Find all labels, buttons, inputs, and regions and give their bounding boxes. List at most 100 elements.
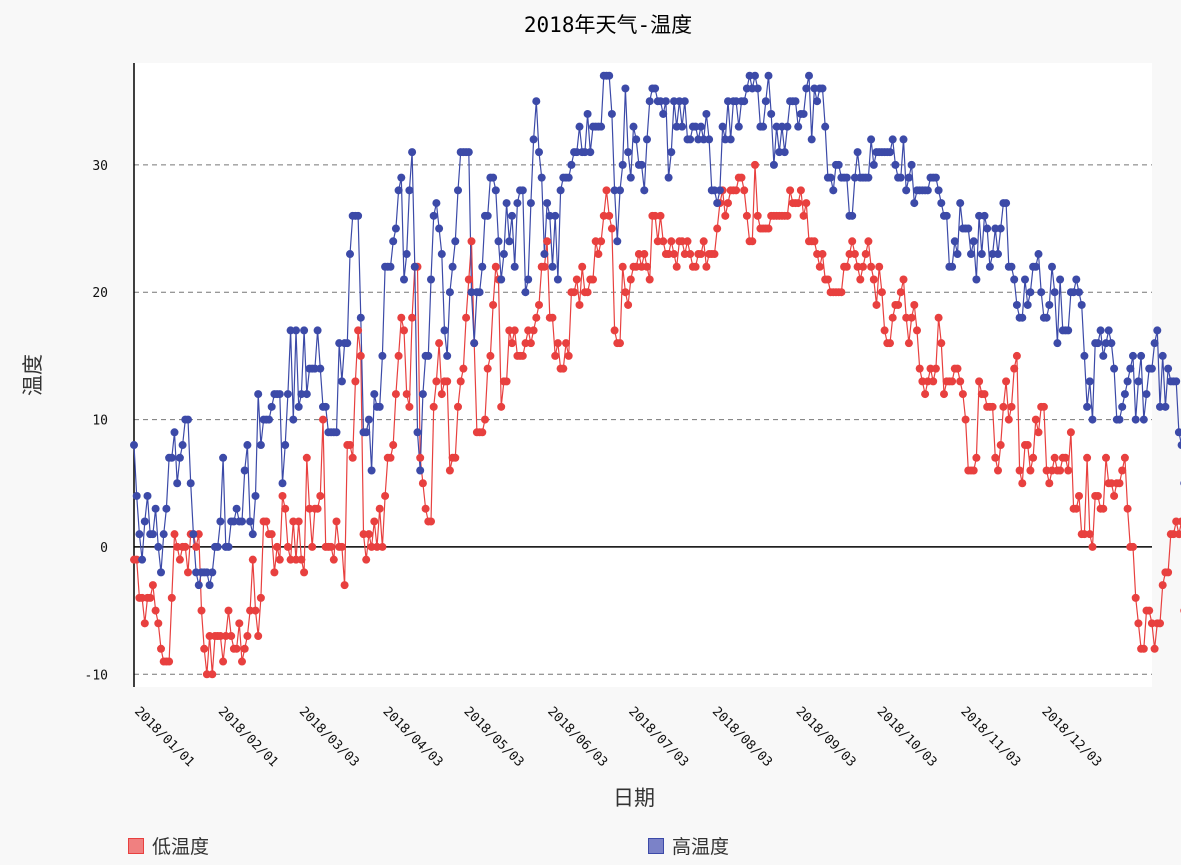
data-point[interactable] bbox=[437, 250, 446, 259]
data-point[interactable] bbox=[937, 339, 946, 348]
data-point[interactable] bbox=[313, 326, 322, 335]
data-point[interactable] bbox=[907, 160, 916, 169]
data-point[interactable] bbox=[313, 504, 322, 513]
data-point[interactable] bbox=[621, 288, 630, 297]
data-point[interactable] bbox=[618, 262, 627, 271]
data-point[interactable] bbox=[1023, 300, 1032, 309]
data-point[interactable] bbox=[378, 351, 387, 360]
data-point[interactable] bbox=[1012, 300, 1021, 309]
data-point[interactable] bbox=[227, 632, 236, 641]
data-point[interactable] bbox=[761, 97, 770, 106]
data-point[interactable] bbox=[356, 351, 365, 360]
data-point[interactable] bbox=[586, 148, 595, 157]
data-point[interactable] bbox=[256, 593, 265, 602]
data-point[interactable] bbox=[154, 619, 163, 628]
data-point[interactable] bbox=[418, 390, 427, 399]
data-point[interactable] bbox=[173, 479, 182, 488]
data-point[interactable] bbox=[753, 211, 762, 220]
data-point[interactable] bbox=[273, 542, 282, 551]
data-point[interactable] bbox=[408, 148, 417, 157]
data-point[interactable] bbox=[281, 441, 290, 450]
data-point[interactable] bbox=[194, 581, 203, 590]
data-point[interactable] bbox=[861, 250, 870, 259]
data-point[interactable] bbox=[1129, 351, 1137, 360]
data-point[interactable] bbox=[356, 313, 365, 322]
data-point[interactable] bbox=[251, 606, 260, 615]
data-point[interactable] bbox=[232, 644, 241, 653]
data-point[interactable] bbox=[443, 351, 452, 360]
data-point[interactable] bbox=[1123, 377, 1132, 386]
data-point[interactable] bbox=[391, 224, 400, 233]
data-point[interactable] bbox=[454, 402, 462, 411]
data-point[interactable] bbox=[526, 199, 535, 208]
data-point[interactable] bbox=[283, 542, 292, 551]
data-point[interactable] bbox=[742, 211, 751, 220]
data-point[interactable] bbox=[343, 339, 352, 348]
data-point[interactable] bbox=[810, 237, 819, 246]
data-point[interactable] bbox=[416, 453, 425, 462]
data-point[interactable] bbox=[1037, 288, 1046, 297]
data-point[interactable] bbox=[1093, 491, 1102, 500]
data-point[interactable] bbox=[513, 199, 522, 208]
data-point[interactable] bbox=[1021, 275, 1029, 284]
data-point[interactable] bbox=[1096, 326, 1105, 335]
data-point[interactable] bbox=[759, 122, 768, 131]
data-point[interactable] bbox=[850, 250, 859, 259]
data-point[interactable] bbox=[958, 390, 967, 399]
data-point[interactable] bbox=[432, 199, 441, 208]
data-point[interactable] bbox=[454, 186, 462, 195]
data-point[interactable] bbox=[232, 504, 241, 513]
data-point[interactable] bbox=[1064, 326, 1073, 335]
data-point[interactable] bbox=[702, 262, 711, 271]
data-point[interactable] bbox=[175, 453, 184, 462]
data-point[interactable] bbox=[224, 542, 233, 551]
data-point[interactable] bbox=[364, 415, 373, 424]
data-point[interactable] bbox=[1131, 593, 1140, 602]
data-point[interactable] bbox=[1088, 542, 1097, 551]
data-point[interactable] bbox=[1072, 275, 1081, 284]
data-point[interactable] bbox=[767, 109, 776, 118]
data-point[interactable] bbox=[543, 199, 552, 208]
data-point[interactable] bbox=[1045, 300, 1054, 309]
data-point[interactable] bbox=[1088, 415, 1097, 424]
data-point[interactable] bbox=[805, 71, 813, 80]
data-point[interactable] bbox=[130, 441, 138, 450]
data-point[interactable] bbox=[464, 275, 473, 284]
data-point[interactable] bbox=[445, 288, 454, 297]
data-point[interactable] bbox=[975, 377, 984, 386]
data-point[interactable] bbox=[575, 300, 584, 309]
data-point[interactable] bbox=[389, 441, 398, 450]
data-point[interactable] bbox=[969, 237, 978, 246]
data-point[interactable] bbox=[416, 466, 425, 475]
data-point[interactable] bbox=[751, 160, 759, 169]
data-point[interactable] bbox=[1007, 262, 1016, 271]
data-point[interactable] bbox=[362, 555, 371, 564]
data-point[interactable] bbox=[899, 275, 908, 284]
data-point[interactable] bbox=[254, 632, 263, 641]
data-point[interactable] bbox=[578, 262, 587, 271]
data-point[interactable] bbox=[1085, 377, 1094, 386]
data-point[interactable] bbox=[302, 453, 311, 462]
legend-item-high[interactable]: 高温度 bbox=[648, 832, 729, 859]
data-point[interactable] bbox=[1099, 351, 1108, 360]
data-point[interactable] bbox=[1110, 491, 1119, 500]
data-point[interactable] bbox=[799, 211, 808, 220]
data-point[interactable] bbox=[1050, 453, 1059, 462]
data-point[interactable] bbox=[1142, 390, 1151, 399]
data-point[interactable] bbox=[219, 453, 228, 462]
data-point[interactable] bbox=[289, 415, 298, 424]
data-point[interactable] bbox=[1083, 402, 1092, 411]
data-point[interactable] bbox=[910, 199, 919, 208]
data-point[interactable] bbox=[597, 237, 606, 246]
data-point[interactable] bbox=[1018, 479, 1027, 488]
data-point[interactable] bbox=[135, 530, 144, 539]
data-point[interactable] bbox=[508, 339, 516, 348]
data-point[interactable] bbox=[1031, 262, 1040, 271]
data-point[interactable] bbox=[186, 479, 195, 488]
data-point[interactable] bbox=[697, 122, 705, 131]
data-point[interactable] bbox=[1150, 339, 1159, 348]
data-point[interactable] bbox=[529, 135, 538, 144]
data-point[interactable] bbox=[491, 186, 500, 195]
data-point[interactable] bbox=[1164, 364, 1173, 373]
data-point[interactable] bbox=[985, 262, 994, 271]
